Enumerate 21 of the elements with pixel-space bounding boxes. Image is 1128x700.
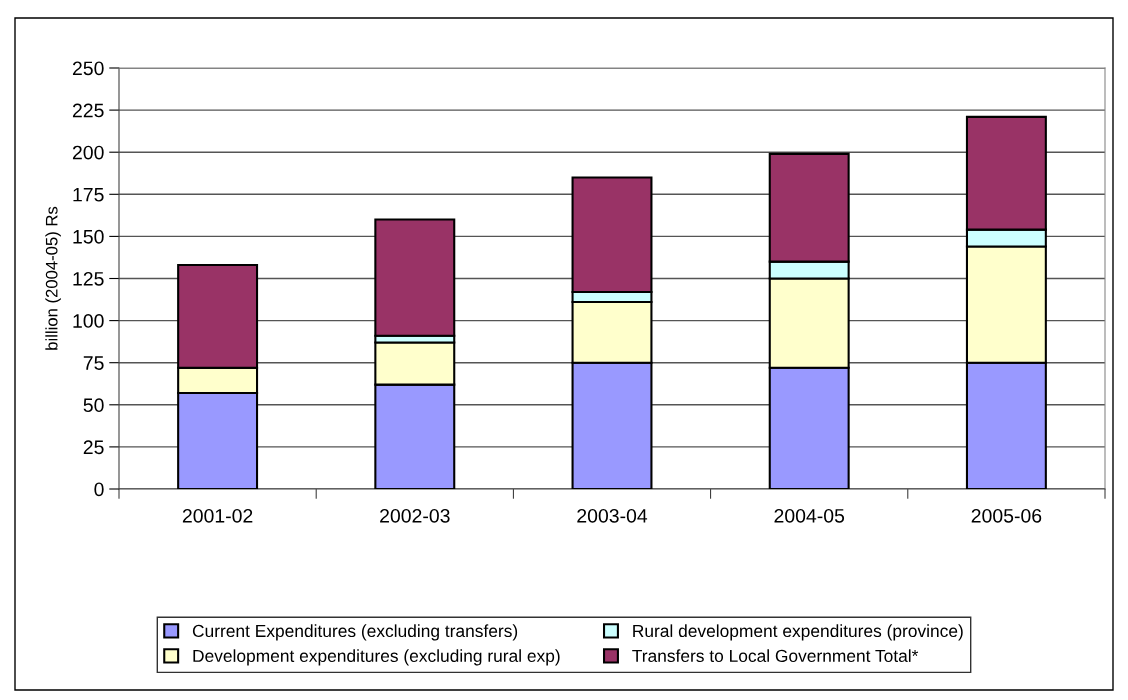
y-tick-label: 150 [73, 229, 104, 244]
legend-label: Current Expenditures (excluding transfers) [192, 624, 518, 641]
y-tick-label: 75 [83, 356, 104, 370]
x-tick-label: 2004-05 [774, 508, 845, 523]
y-tick-label: 225 [72, 103, 104, 118]
y-tick-label: 250 [72, 61, 104, 76]
y-tick-label: 175 [73, 187, 104, 202]
x-tick-label: 2003-04 [577, 508, 648, 523]
legend-label: Development expenditures (excluding rural exp) [193, 649, 560, 666]
y-tick-label: 100 [73, 314, 104, 328]
y-tick-label: 200 [72, 145, 104, 160]
y-axis-title: billion (2004-05) Rs [45, 206, 61, 350]
y-tick-label: 25 [83, 440, 104, 455]
x-tick-label: 2001-02 [182, 508, 253, 523]
y-tick-label: 0 [94, 482, 104, 497]
x-tick-label: 2005-06 [971, 508, 1042, 523]
legend-label: Rural development expenditures (province) [633, 624, 963, 641]
x-tick-label: 2002-03 [380, 508, 450, 523]
y-tick-label: 125 [73, 271, 104, 286]
y-tick-label: 50 [83, 398, 104, 413]
legend-label: Transfers to Local Government Total* [632, 649, 919, 663]
